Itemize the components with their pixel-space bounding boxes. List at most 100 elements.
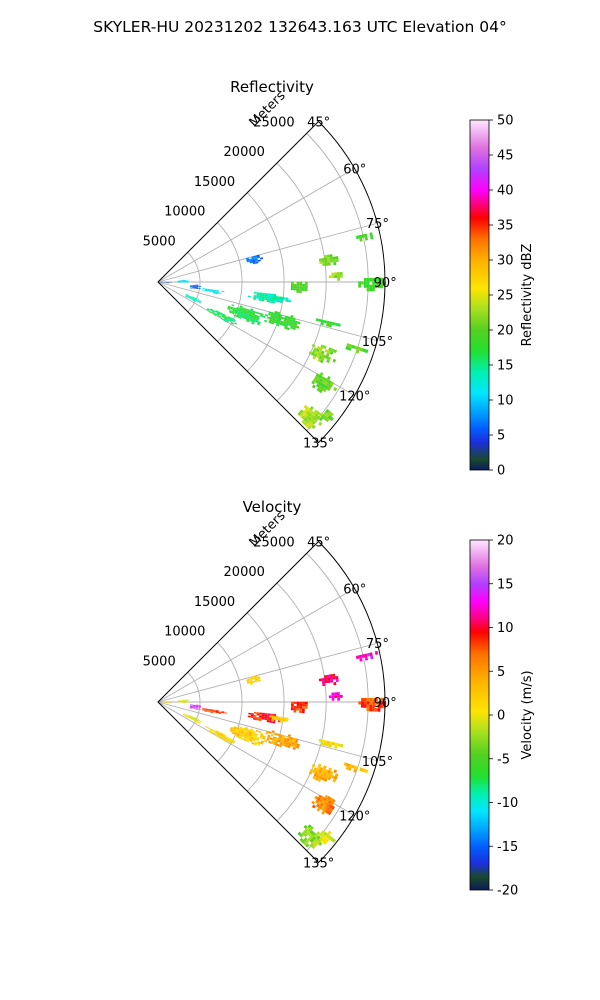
echo-gate	[369, 277, 373, 282]
echo-gate	[260, 257, 264, 260]
echo-cell	[182, 713, 202, 724]
echo-gate	[235, 309, 239, 312]
echo-gate	[291, 703, 294, 707]
echo-gate	[269, 720, 273, 723]
echo-gate	[202, 289, 205, 291]
echo-gate	[319, 773, 324, 777]
echo-gate	[337, 743, 341, 747]
echo-gate	[252, 739, 256, 742]
echo-gate	[250, 308, 254, 311]
echo-gate	[256, 296, 260, 299]
echo-gate	[319, 260, 323, 264]
echo-gate	[236, 727, 240, 730]
echo-gate	[224, 316, 228, 319]
echo-gate	[195, 300, 199, 302]
echo-gate	[244, 729, 248, 732]
echo-gate	[215, 735, 219, 738]
echo-gate	[257, 676, 261, 679]
range-tick-label: 20000	[224, 145, 265, 160]
echo-gate	[303, 833, 308, 838]
echo-gate	[311, 424, 316, 430]
echo-gate	[195, 720, 199, 722]
echo-gate	[198, 706, 202, 707]
echo-gate	[320, 414, 326, 419]
echo-gate	[241, 728, 245, 731]
echo-gate	[239, 315, 243, 318]
echo-gate	[315, 318, 320, 322]
echo-gate	[189, 286, 193, 288]
echo-gate	[282, 321, 287, 325]
echo-gate	[321, 739, 325, 743]
echo-gate	[260, 740, 264, 744]
echo-gate	[313, 409, 319, 414]
echo-gate	[307, 412, 312, 417]
echo-gate	[293, 283, 297, 287]
echo-gate	[380, 704, 384, 709]
echo-gate	[327, 350, 331, 354]
echo-gate	[282, 717, 286, 720]
echo-gate	[195, 285, 199, 287]
echo-cell	[177, 279, 189, 283]
echo-gate	[261, 714, 265, 717]
echo-gate	[266, 738, 270, 741]
echo-gate	[332, 259, 337, 263]
echo-gate	[241, 308, 245, 311]
echo-gate	[222, 734, 226, 738]
echo-gate	[307, 421, 312, 426]
echo-gate	[250, 316, 254, 320]
echo-gate	[328, 275, 332, 279]
echo-cell	[268, 295, 292, 304]
echo-gate	[263, 319, 268, 323]
echo-gate	[359, 767, 364, 772]
echo-gate	[247, 735, 251, 739]
echo-cells	[160, 232, 387, 430]
echo-gate	[283, 319, 287, 323]
echo-gate	[257, 259, 261, 262]
echo-gate	[215, 730, 219, 733]
echo-gate	[309, 826, 314, 831]
echo-gate	[253, 317, 257, 321]
echo-gate	[195, 705, 199, 707]
echo-gate	[183, 279, 186, 281]
echo-gate	[320, 806, 325, 811]
echo-gate	[284, 326, 288, 330]
echo-gate	[185, 716, 188, 718]
echo-gate	[237, 724, 241, 727]
echo-gate	[229, 728, 233, 731]
echo-gate	[177, 280, 181, 281]
echo-gate	[240, 732, 244, 736]
echo-gate	[254, 733, 258, 736]
echo-gate	[245, 313, 249, 316]
echo-gate	[302, 286, 305, 289]
echo-gate	[198, 706, 202, 708]
echo-gate	[286, 738, 290, 742]
echo-gate	[315, 373, 320, 378]
echo-gate	[260, 733, 264, 736]
echo-gate	[215, 711, 219, 714]
echo-gate	[361, 701, 364, 705]
echo-gate	[285, 297, 289, 300]
echo-gate	[290, 708, 294, 711]
echo-gate	[311, 804, 316, 809]
echo-gate	[296, 281, 300, 284]
echo-gate	[237, 732, 241, 736]
echo-gate	[204, 709, 208, 711]
echo-gate	[304, 281, 308, 285]
echo-gate	[241, 307, 246, 310]
echo-gate	[249, 739, 253, 743]
echo-gate	[280, 738, 285, 742]
echo-gate	[320, 795, 325, 800]
echo-gate	[246, 738, 250, 741]
echo-gate	[303, 837, 308, 842]
echo-gate	[293, 324, 297, 328]
echo-gate	[301, 710, 305, 714]
echo-gate	[215, 292, 219, 295]
echo-gate	[277, 718, 281, 721]
echo-gate	[303, 413, 308, 418]
echo-gate	[327, 410, 332, 416]
echo-gate	[326, 382, 331, 387]
echo-gate	[239, 726, 243, 729]
echo-gate	[363, 281, 367, 285]
echo-cell	[290, 281, 308, 294]
echo-gate	[254, 678, 258, 681]
